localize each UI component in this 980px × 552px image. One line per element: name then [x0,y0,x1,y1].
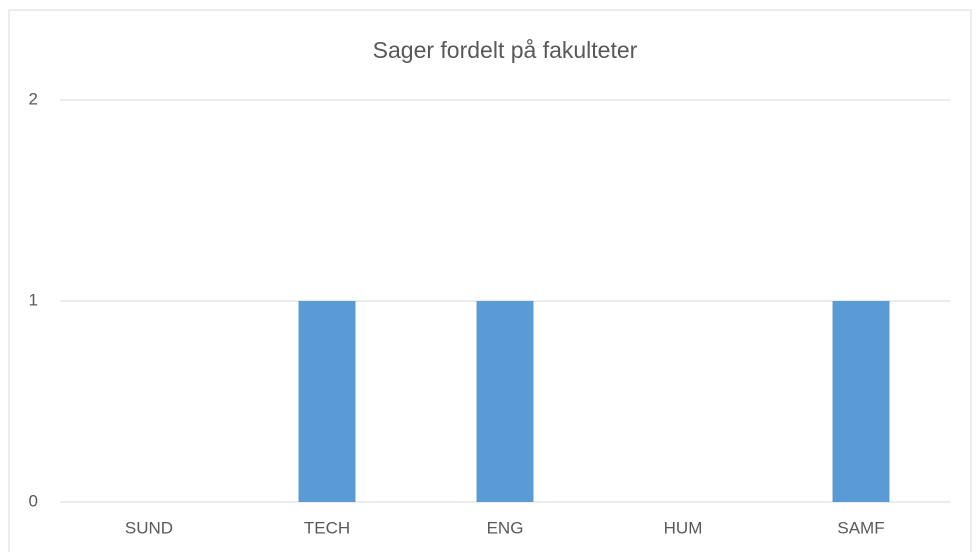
chart-title: Sager fordelt på fakulteter [373,37,638,63]
y-tick-label: 1 [29,290,38,309]
y-tick-label: 2 [29,89,38,108]
bar [476,301,534,502]
x-tick-label: SAMF [837,518,884,537]
x-tick-label: SUND [125,518,173,537]
y-tick-label: 0 [29,491,38,510]
x-tick-label: ENG [487,518,524,537]
bar [832,301,890,502]
x-tick-label: HUM [664,518,703,537]
x-tick-label: TECH [304,518,350,537]
bar [298,301,356,502]
